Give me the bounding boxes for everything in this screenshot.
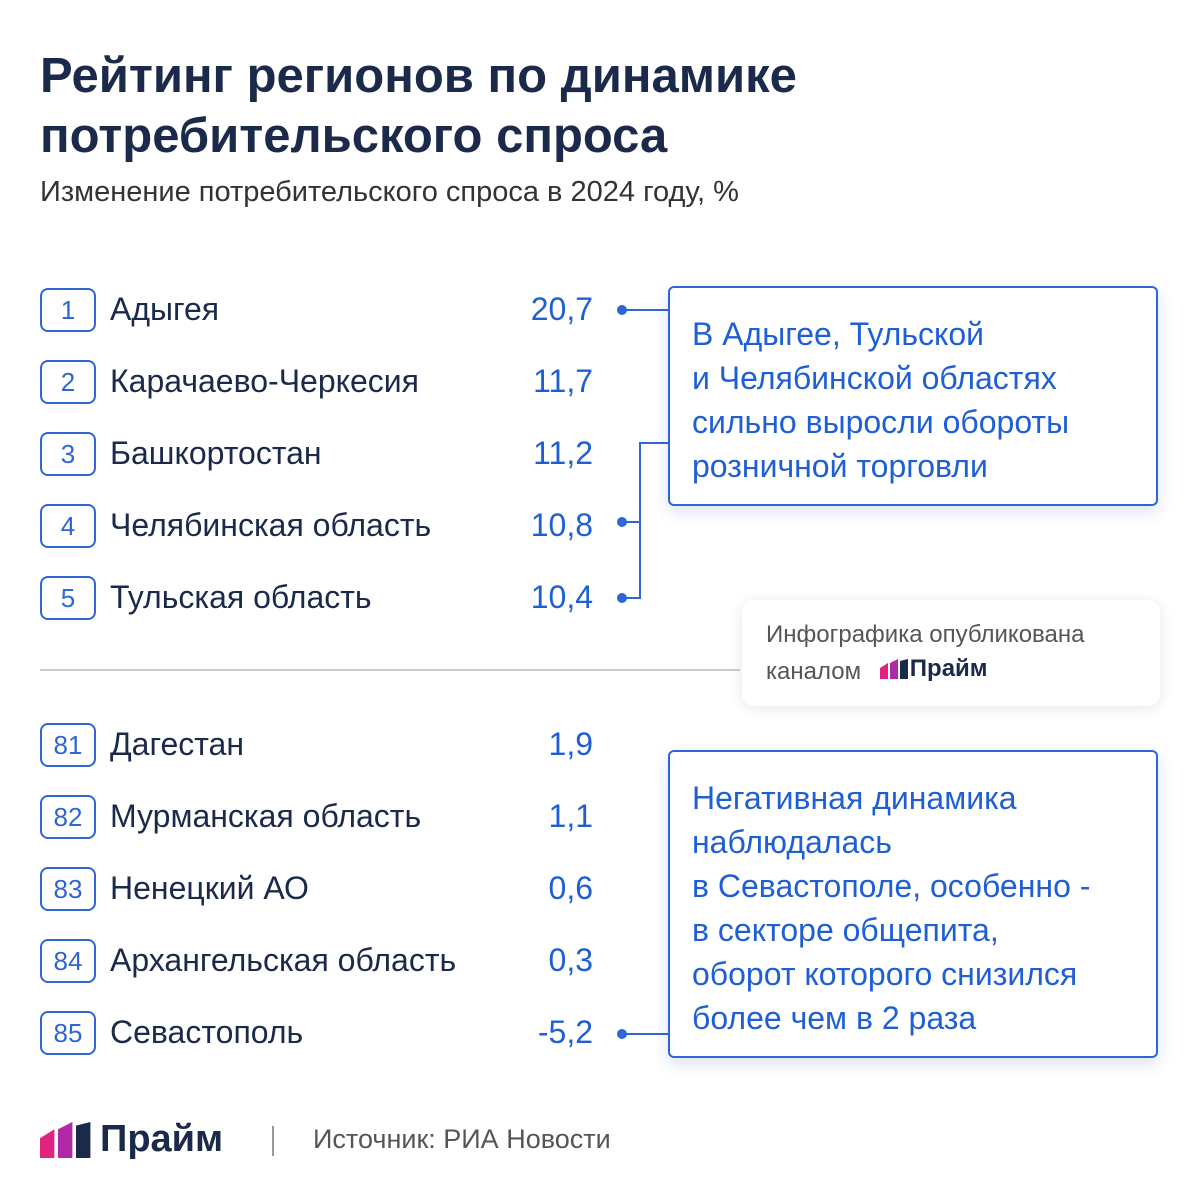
callout-line: в секторе общепита, — [692, 912, 999, 948]
callout: В Адыгее, Тульской и Челябинской областях… — [668, 286, 1158, 506]
logo-text: Прайм — [909, 655, 988, 682]
logo-icon — [879, 659, 908, 679]
region-name: Дагестан — [110, 726, 244, 762]
rank-badge: 5 — [40, 576, 96, 620]
region-name: Ненецкий АО — [110, 870, 309, 906]
callout-line: розничной торговли — [692, 448, 988, 484]
region-value: 0,6 — [548, 870, 593, 906]
region-name: Башкортостан — [110, 435, 322, 471]
source: Источник: РИА Новости — [313, 1124, 611, 1154]
callout-line: Негативная динамика — [692, 780, 1017, 816]
region-name: Севастополь — [110, 1014, 304, 1050]
rank-badge: 1 — [40, 288, 96, 332]
rank-badge: 2 — [40, 360, 96, 404]
rank-badge: 85 — [40, 1011, 96, 1055]
callout-line: более чем в 2 раза — [692, 1000, 977, 1036]
region-value: 1,9 — [548, 726, 593, 762]
callout: Негативная динамика наблюдалась в Севастоп… — [668, 750, 1158, 1058]
callout-line: в Севастополе, особенно - — [692, 868, 1091, 904]
footer-logo: Прайм — [40, 1118, 223, 1161]
badge-line: каналом — [766, 658, 862, 685]
title-line: потребительского спроса — [40, 109, 668, 163]
region-value: -5,2 — [537, 1014, 593, 1050]
region-value: 0,3 — [548, 942, 593, 978]
region-value: 10,8 — [530, 507, 593, 543]
rank-badge: 82 — [40, 795, 96, 839]
region-value: 1,1 — [548, 798, 593, 834]
rank-badge: 84 — [40, 939, 96, 983]
subtitle: Изменение потребительского спроса в 2024… — [40, 176, 739, 208]
region-value: 11,2 — [533, 435, 593, 471]
region-name: Адыгея — [110, 291, 220, 327]
logo-text: Прайм — [100, 1118, 224, 1160]
title-line: Рейтинг регионов по динамике — [40, 49, 797, 103]
region-value: 20,7 — [530, 291, 593, 327]
region-name: Тульская область — [110, 579, 372, 615]
region-name: Мурманская область — [110, 798, 422, 834]
region-value: 11,7 — [533, 363, 593, 399]
callout-line: оборот которого снизился — [692, 956, 1078, 992]
logo-icon — [40, 1121, 91, 1158]
rank-badge: 4 — [40, 504, 96, 548]
rank-badge: 81 — [40, 723, 96, 767]
title: Рейтинг регионов по динамике потребитель… — [40, 46, 797, 166]
callout-line: и Челябинской областях — [692, 360, 1057, 396]
logo: Прайм — [879, 652, 988, 686]
rank-badge: 3 — [40, 432, 96, 476]
rank-badge: 83 — [40, 867, 96, 911]
publisher-badge: Инфографика опубликована каналом Прайм — [742, 600, 1160, 706]
badge-line: Инфографика опубликована — [766, 621, 1085, 648]
callout-line: сильно выросли обороты — [692, 404, 1070, 440]
region-name: Карачаево-Черкесия — [110, 363, 419, 399]
region-name: Архангельская область — [110, 942, 457, 978]
region-value: 10,4 — [530, 579, 593, 615]
region-name: Челябинская область — [110, 507, 432, 543]
callout-line: В Адыгее, Тульской — [692, 316, 985, 352]
callout-line: наблюдалась — [692, 824, 892, 860]
